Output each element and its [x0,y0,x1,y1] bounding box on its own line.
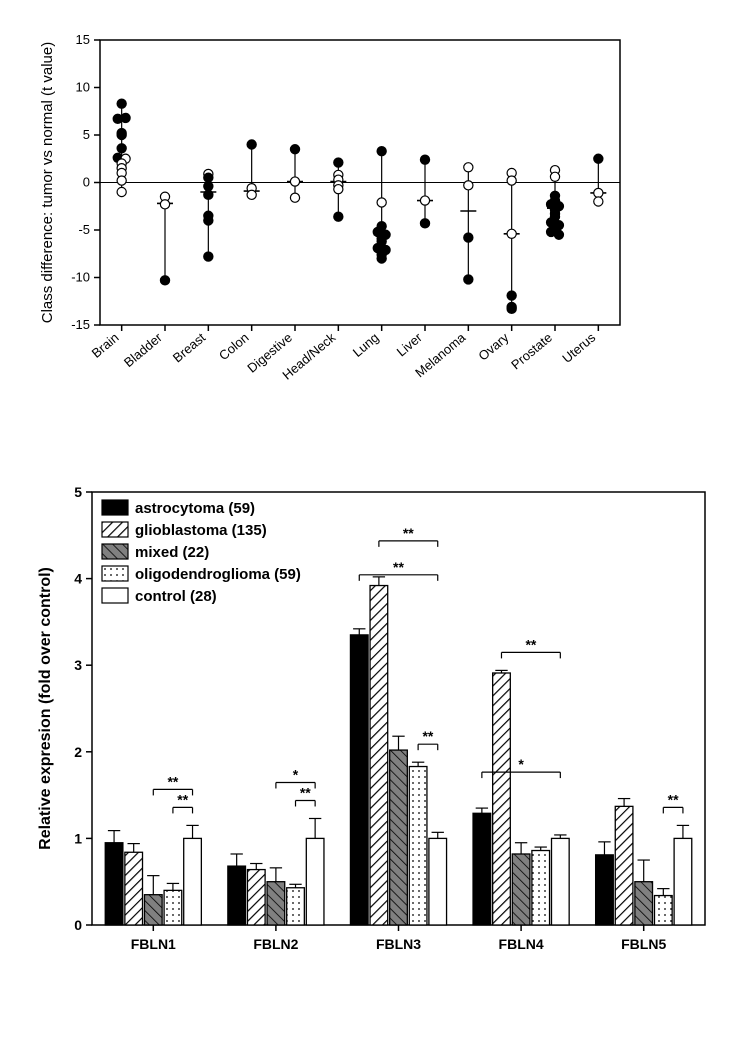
svg-text:oligodendroglioma (59): oligodendroglioma (59) [135,566,301,583]
svg-text:10: 10 [76,80,90,95]
svg-text:**: ** [300,784,311,800]
svg-text:Breast: Breast [170,330,209,366]
svg-text:astrocytoma (59): astrocytoma (59) [135,500,255,517]
svg-text:FBLN5: FBLN5 [621,936,666,952]
svg-text:FBLN4: FBLN4 [499,936,544,952]
svg-text:**: ** [393,559,404,575]
svg-text:3: 3 [74,657,82,673]
svg-text:glioblastoma (135): glioblastoma (135) [135,522,267,539]
svg-text:Liver: Liver [394,329,426,359]
svg-text:Brain: Brain [89,330,122,361]
svg-text:**: ** [422,728,433,744]
svg-text:5: 5 [74,484,82,500]
svg-text:Prostate: Prostate [508,330,555,373]
svg-text:mixed (22): mixed (22) [135,544,209,561]
svg-text:FBLN2: FBLN2 [253,936,298,952]
svg-text:Colon: Colon [216,330,252,363]
svg-text:Class difference: tumor vs nor: Class difference: tumor vs normal (t val… [39,42,56,324]
svg-text:-15: -15 [71,317,90,332]
svg-text:*: * [518,756,524,772]
svg-text:**: ** [668,791,679,807]
svg-text:0: 0 [74,917,82,933]
scatter-svg: -15 -10 -5 0 5 10 15 Class difference: tumor vs… [20,20,640,440]
svg-text:4: 4 [74,571,82,587]
svg-text:**: ** [167,773,178,789]
svg-text:-5: -5 [78,222,90,237]
bar-chart: 0 1 2 3 4 5 Relative expresion (fold over cont… [20,480,721,980]
svg-text:Bladder: Bladder [121,329,165,370]
svg-text:2: 2 [74,744,82,760]
svg-text:Ovary: Ovary [475,329,512,363]
svg-text:Lung: Lung [350,330,382,360]
svg-text:Uterus: Uterus [559,329,598,365]
svg-text:15: 15 [76,32,90,47]
svg-text:FBLN1: FBLN1 [131,936,176,952]
svg-text:FBLN3: FBLN3 [376,936,421,952]
svg-text:Relative expresion (fold over: Relative expresion (fold over control) [37,567,54,850]
svg-text:0: 0 [83,175,90,190]
bar-svg: 0 1 2 3 4 5 Relative expresion (fold over cont… [20,480,720,980]
svg-text:*: * [293,766,299,782]
svg-text:1: 1 [74,830,82,846]
svg-text:**: ** [177,791,188,807]
scatter-chart: -15 -10 -5 0 5 10 15 Class difference: tumor vs… [20,20,721,440]
svg-text:5: 5 [83,127,90,142]
svg-text:control (28): control (28) [135,588,217,605]
svg-text:**: ** [525,636,536,652]
svg-text:**: ** [403,525,414,541]
svg-text:-10: -10 [71,270,90,285]
